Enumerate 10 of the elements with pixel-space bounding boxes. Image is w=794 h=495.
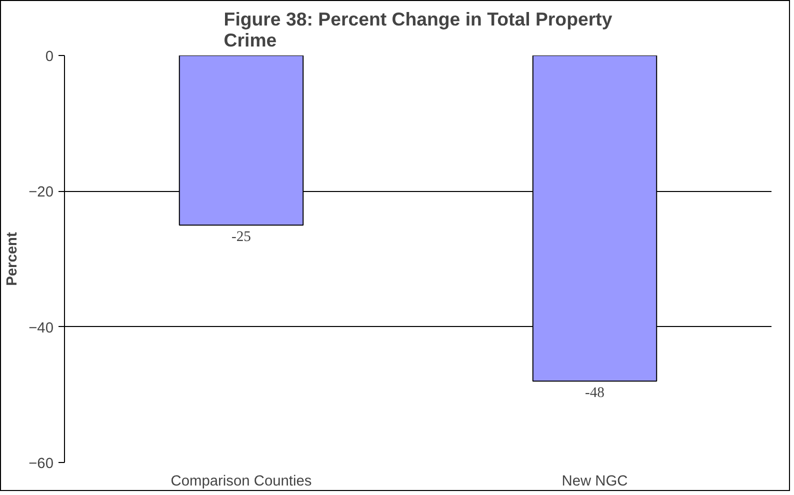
y-tick-label: 0 [45, 49, 54, 65]
chart-title: Figure 38: Percent Change in Total Property Crime [224, 8, 613, 50]
x-tick-label: New NGC [562, 474, 628, 490]
y-tick-label: −60 [28, 456, 54, 472]
data-label: -25 [231, 229, 252, 246]
data-label: -48 [584, 385, 605, 402]
y-tick-label: −20 [28, 184, 54, 201]
x-tick-label: Comparison Counties [170, 474, 312, 490]
y-tick-label: −40 [28, 320, 54, 336]
y-axis-title: Percent [4, 232, 21, 286]
